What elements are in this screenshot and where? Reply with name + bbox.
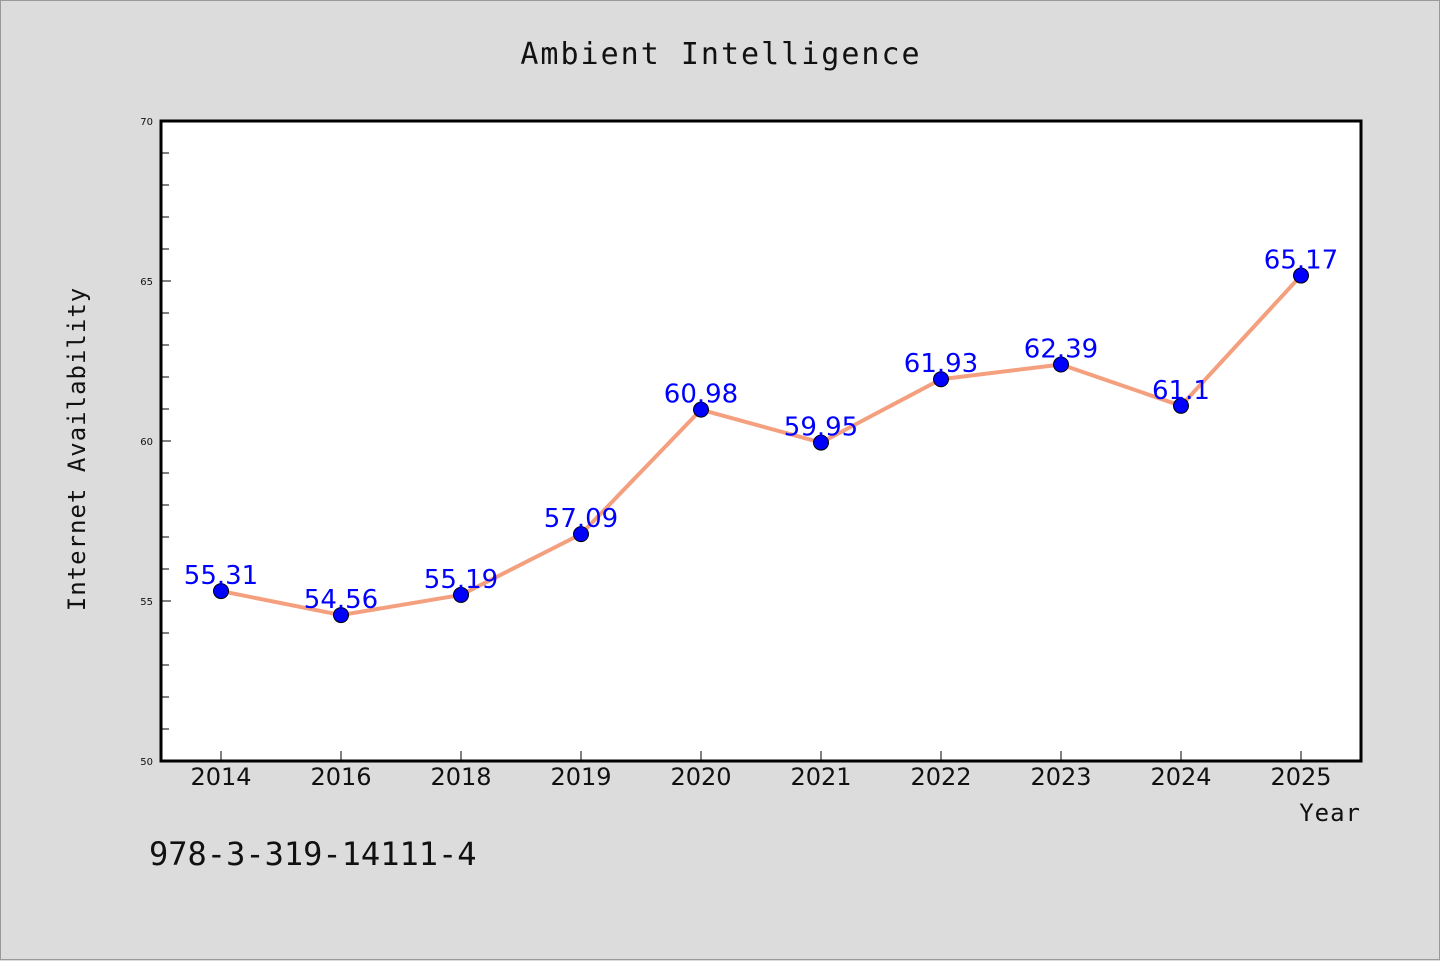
data-label: 65.17 — [1264, 246, 1338, 276]
data-point — [1053, 356, 1069, 373]
x-tick-label: 2016 — [310, 763, 371, 791]
data-point — [453, 586, 469, 603]
data-point — [573, 526, 589, 543]
y-tick-label: 65 — [140, 277, 153, 288]
isbn-text: 978-3-319-14111-4 — [149, 835, 477, 873]
y-axis-label: Internet Availability — [63, 287, 91, 611]
data-label: 55.31 — [184, 561, 258, 591]
data-label: 62.39 — [1024, 335, 1098, 365]
x-axis-label: Year — [1299, 799, 1361, 827]
series-group — [220, 274, 1303, 618]
x-tick-label: 2022 — [910, 763, 971, 791]
data-point — [933, 371, 949, 388]
data-label: 61.93 — [904, 349, 978, 379]
data-point — [813, 434, 829, 451]
data-label: 57.09 — [544, 504, 618, 534]
y-tick-label: 50 — [140, 757, 153, 768]
data-point — [1293, 267, 1309, 284]
data-point — [693, 401, 709, 418]
y-tick-label: 55 — [140, 597, 153, 608]
x-tick-label: 2018 — [430, 763, 491, 791]
x-tick-label: 2019 — [550, 763, 611, 791]
x-tick-label: 2021 — [790, 763, 851, 791]
x-tick-label: 2014 — [190, 763, 251, 791]
data-label: 54.56 — [304, 585, 378, 615]
y-tick-label: 60 — [140, 437, 153, 448]
y-axis: 50 55 60 65 70 — [140, 117, 171, 768]
series-line — [220, 274, 1303, 618]
data-label: 60.98 — [664, 380, 738, 410]
y-tick-label: 70 — [140, 117, 153, 128]
data-labels-group: 55.31 54.56 55.19 57.09 60.98 59.95 61.93 62.39… — [184, 246, 1338, 616]
x-tick-label: 2025 — [1270, 763, 1331, 791]
plot-area — [159, 119, 1363, 763]
x-tick-label: 2024 — [1150, 763, 1211, 791]
data-label: 61.1 — [1152, 376, 1210, 406]
data-point — [333, 607, 349, 624]
chart-title: Ambient Intelligence — [520, 37, 921, 72]
data-point — [1173, 397, 1189, 414]
x-axis: 2014 2016 2018 2019 2020 2021 2022 2023 2024 2025 — [190, 751, 1332, 791]
data-point — [213, 583, 229, 600]
x-tick-label: 2020 — [670, 763, 731, 791]
markers-group — [213, 267, 1309, 624]
x-tick-label: 2023 — [1030, 763, 1091, 791]
data-label: 59.95 — [784, 413, 858, 443]
data-label: 55.19 — [424, 565, 498, 595]
